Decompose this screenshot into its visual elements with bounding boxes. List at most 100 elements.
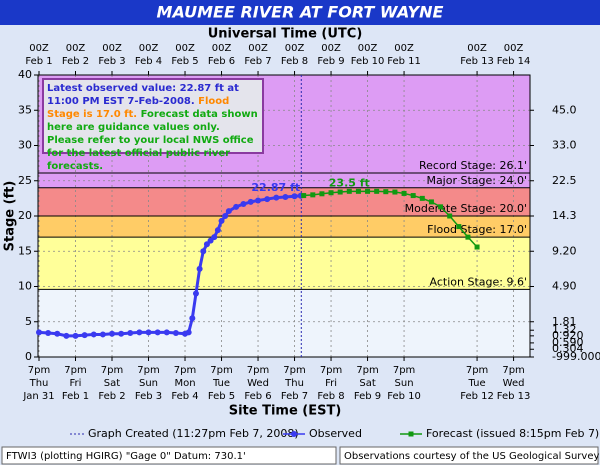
stage-label: Major Stage: 24.0' bbox=[426, 174, 527, 187]
top-tick-hour: 00Z bbox=[285, 43, 305, 54]
top-tick-hour: 00Z bbox=[212, 43, 232, 54]
x-tick-day: Thu bbox=[284, 378, 304, 389]
top-tick-hour: 00Z bbox=[504, 43, 524, 54]
y2-tick-label: 4.90 bbox=[552, 280, 577, 293]
top-tick-hour: 00Z bbox=[139, 43, 159, 54]
top-tick-hour: 00Z bbox=[102, 43, 122, 54]
x-tick-time: 7pm bbox=[174, 365, 196, 376]
observed-point bbox=[225, 208, 232, 215]
y2-tick-label: -999.000 bbox=[552, 350, 600, 363]
x-tick-time: 7pm bbox=[137, 365, 159, 376]
stage-band bbox=[38, 216, 530, 238]
stage-band bbox=[38, 289, 530, 357]
top-tick-label: Feb 8 bbox=[281, 56, 308, 67]
x-tick-time: 7pm bbox=[466, 365, 488, 376]
x-tick-day: Tue bbox=[212, 378, 230, 389]
y2-tick-label: 1.81 bbox=[552, 315, 577, 328]
stage-label: Action Stage: 9.6' bbox=[430, 275, 527, 288]
x-tick-day: Mon bbox=[174, 378, 195, 389]
info-observed: Latest observed value: 22.87 ft at 11:00… bbox=[47, 83, 239, 107]
x-tick-label: Feb 2 bbox=[98, 391, 125, 402]
y2-tick-label: 0.920 bbox=[552, 329, 584, 342]
x-tick-day: Fri bbox=[70, 378, 82, 389]
forecast-point bbox=[337, 189, 343, 195]
top-tick-label: Feb 13 bbox=[460, 56, 494, 67]
observed-point bbox=[63, 332, 70, 339]
forecast-point bbox=[365, 188, 371, 194]
stage-label: Record Stage: 26.1' bbox=[419, 159, 527, 172]
footer-box bbox=[339, 446, 599, 465]
top-tick-hour: 00Z bbox=[358, 43, 378, 54]
x-tick-day: Fri bbox=[325, 378, 337, 389]
top-tick-hour: 00Z bbox=[394, 43, 414, 54]
observed-point bbox=[90, 331, 97, 338]
top-tick-label: Feb 3 bbox=[98, 56, 125, 67]
forecast-point bbox=[328, 190, 334, 196]
top-tick-label: Feb 6 bbox=[208, 56, 235, 67]
y2-tick-label: 14.3 bbox=[552, 209, 577, 222]
forecast-point bbox=[310, 192, 316, 198]
forecast-point bbox=[374, 188, 380, 194]
y-tick-label: 0 bbox=[25, 350, 32, 363]
observed-point bbox=[255, 197, 262, 204]
forecast-point bbox=[319, 191, 325, 197]
observed-point bbox=[222, 213, 229, 219]
forecast-point bbox=[301, 193, 307, 199]
observed-point bbox=[240, 201, 247, 208]
top-tick-label: Feb 2 bbox=[62, 56, 89, 67]
forecast-point bbox=[428, 199, 434, 205]
observed-point bbox=[200, 248, 207, 255]
observed-point bbox=[45, 330, 52, 337]
forecast-point bbox=[410, 193, 416, 199]
top-tick-label: Feb 9 bbox=[317, 56, 344, 67]
title-bar bbox=[0, 0, 600, 25]
x-tick-label: Feb 12 bbox=[460, 391, 494, 402]
observed-point bbox=[282, 193, 289, 200]
y-tick-label: 35 bbox=[18, 103, 32, 116]
x-tick-label: Feb 6 bbox=[244, 391, 271, 402]
observed-point bbox=[145, 329, 152, 336]
y-tick-label: 20 bbox=[18, 209, 32, 222]
info-box: Latest observed value: 22.87 ft at 11:00… bbox=[42, 78, 264, 172]
footer-box bbox=[1, 446, 337, 465]
top-tick-label: Feb 4 bbox=[135, 56, 162, 67]
x-tick-time: 7pm bbox=[101, 365, 123, 376]
observed-point bbox=[118, 330, 125, 337]
y2-tick-label: 0.590 bbox=[552, 336, 584, 349]
forecast-point bbox=[447, 213, 453, 219]
footer-left: FTWI3 (plotting HGIRG) "Gage 0" Datum: 7… bbox=[6, 451, 246, 462]
x-tick-label: Feb 3 bbox=[135, 391, 162, 402]
x-tick-label: Jan 31 bbox=[22, 391, 54, 402]
x-tick-day: Thu bbox=[29, 378, 49, 389]
x-tick-day: Tue bbox=[468, 378, 486, 389]
observed-point bbox=[211, 234, 218, 241]
stage-label: Flood Stage: 17.0' bbox=[427, 223, 527, 236]
forecast-point bbox=[474, 244, 480, 250]
observed-point bbox=[36, 329, 42, 336]
observed-point bbox=[72, 332, 79, 339]
top-tick-label: Feb 11 bbox=[387, 56, 421, 67]
stage-band bbox=[38, 237, 530, 290]
top-tick-hour: 00Z bbox=[175, 43, 195, 54]
footer-right: Observations courtesy of the US Geologic… bbox=[344, 451, 599, 462]
legend-label: Forecast (issued 8:15pm Feb 7) bbox=[426, 427, 599, 440]
y2-tick-label: 33.0 bbox=[552, 139, 577, 152]
forecast-point bbox=[392, 189, 398, 195]
y-axis-title: Stage (ft) bbox=[3, 181, 18, 252]
forecast-point bbox=[419, 195, 425, 201]
observed-point bbox=[154, 329, 161, 336]
forecast-point bbox=[383, 189, 389, 195]
observed-point bbox=[127, 330, 134, 337]
stage-band bbox=[38, 187, 530, 216]
top-tick-label: Feb 5 bbox=[171, 56, 198, 67]
stage-label: Moderate Stage: 20.0' bbox=[405, 202, 527, 215]
series-annotation: 22.87 ft bbox=[251, 181, 300, 194]
y2-tick-label: 1.32 bbox=[552, 323, 577, 336]
x-tick-label: Feb 4 bbox=[171, 391, 198, 402]
top-tick-label: Feb 1 bbox=[25, 56, 52, 67]
observed-point bbox=[247, 198, 254, 205]
observed-point bbox=[185, 329, 192, 336]
x-tick-time: 7pm bbox=[502, 365, 524, 376]
